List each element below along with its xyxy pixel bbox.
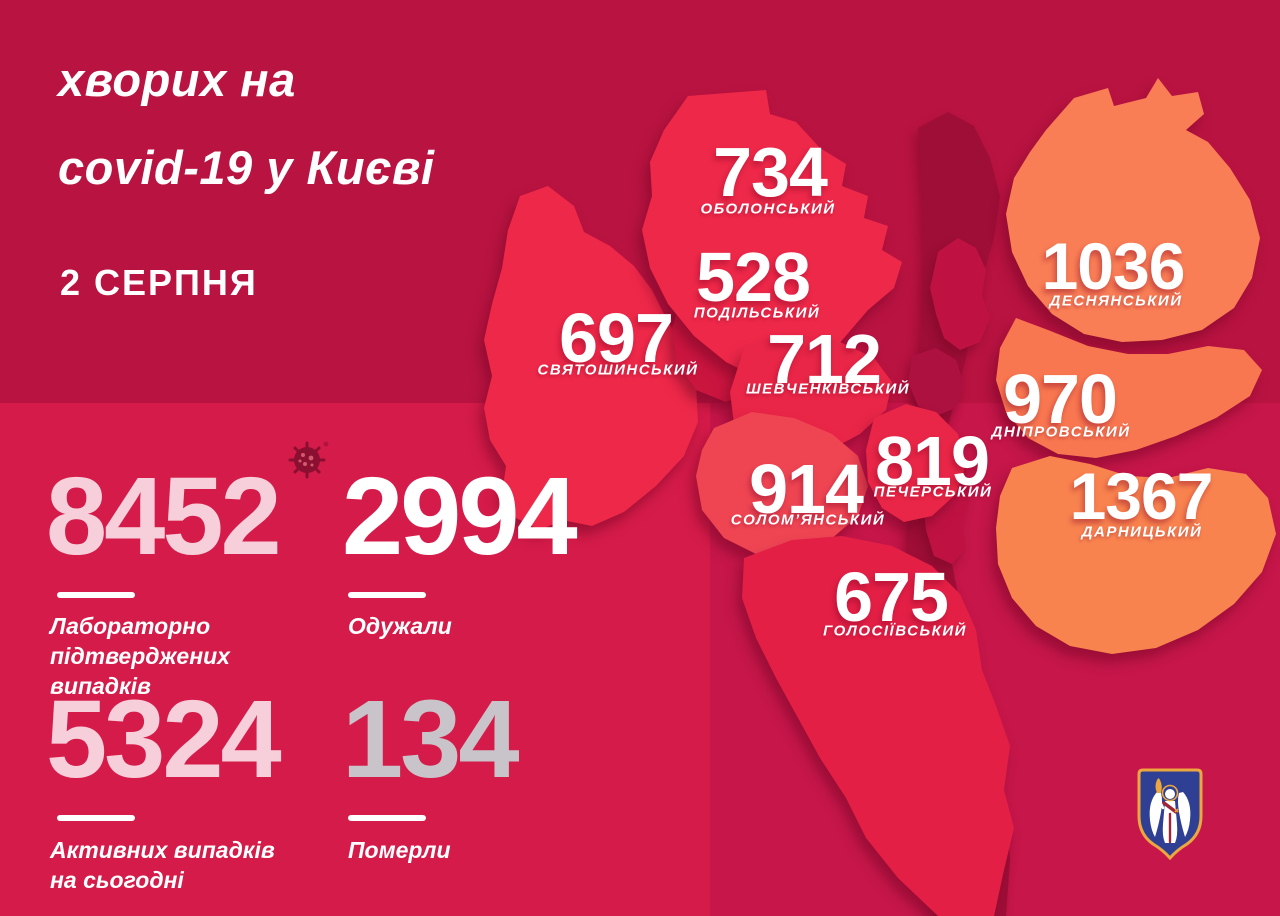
district-holosiivskyi-shape — [742, 536, 1014, 916]
district-obolonskyi-shape — [642, 90, 902, 386]
district-obolonskyi-label: ОБОЛОНСЬКИЙ — [700, 200, 836, 218]
district-svyatoshynskyi-shape — [484, 186, 698, 530]
district-holosiivskyi-count: 675 — [834, 558, 949, 636]
district-dniprovskyi-label: ДНІПРОВСЬКИЙ — [991, 423, 1131, 441]
active-underline — [57, 815, 135, 821]
river-island-shape — [908, 348, 964, 416]
district-podilskyi-count: 528 — [696, 238, 811, 316]
district-dniprovskyi-count: 970 — [1003, 360, 1118, 438]
district-pecherskyi-shape — [866, 404, 966, 522]
district-obolonskyi-count: 734 — [713, 133, 828, 211]
district-holosiivskyi-label: ГОЛОСІЇВСЬКИЙ — [823, 622, 967, 640]
district-pecherskyi-label: ПЕЧЕРСЬКИЙ — [873, 483, 993, 501]
active-cases-label: Активних випадків на сьогодні — [50, 837, 275, 893]
virus-body — [294, 447, 320, 473]
district-darnytskyi-label: ДАРНИЦЬКИЙ — [1081, 523, 1203, 541]
district-pecherskyi-count: 819 — [875, 422, 990, 500]
confirmed-cases-label: Лабораторно підтверджених випадків — [50, 613, 230, 699]
district-darnytskyi-shape — [996, 456, 1276, 654]
virus-dots — [298, 453, 314, 467]
recovered-underline — [348, 592, 426, 598]
confirmed-cases-count: 8452 — [46, 455, 282, 578]
district-solomyanskyi-shape — [696, 412, 868, 554]
district-solomyanskyi-label: СОЛОМ’ЯНСЬКИЙ — [730, 511, 886, 529]
district-dniprovskyi-shape — [996, 318, 1262, 458]
virus-satellite-dot — [323, 441, 329, 447]
report-date: 2 СЕРПНЯ — [60, 262, 258, 303]
river-island-shape — [930, 238, 990, 350]
recovered-label: Одужали — [348, 613, 452, 639]
confirmed-underline — [57, 592, 135, 598]
district-shevchenkivskyi-count: 712 — [767, 320, 882, 398]
virus-spikes — [288, 441, 326, 479]
district-desnyanskyi-shape — [1006, 78, 1260, 342]
district-solomyanskyi-count: 914 — [749, 450, 864, 528]
district-podilskyi-label: ПОДІЛЬСЬКИЙ — [693, 304, 821, 322]
kyiv-coat-of-arms — [1137, 768, 1203, 860]
deaths-underline — [348, 815, 426, 821]
archangel-michael-figure — [1149, 778, 1191, 844]
district-desnyanskyi-count: 1036 — [1041, 229, 1186, 303]
virus-icon — [288, 441, 329, 479]
page-title-line1: хворих на — [58, 53, 296, 106]
recovered-count: 2994 — [342, 455, 578, 578]
district-shevchenkivskyi-label: ШЕВЧЕНКІВСЬКИЙ — [745, 380, 911, 398]
district-svyatoshynskyi-label: СВЯТОШИНСЬКИЙ — [537, 361, 699, 379]
district-darnytskyi-count: 1367 — [1069, 459, 1214, 533]
district-desnyanskyi-label: ДЕСНЯНСЬКИЙ — [1049, 292, 1183, 310]
deaths-label: Померли — [348, 837, 451, 863]
page-title-line2: covid-19 у Києві — [58, 141, 435, 194]
district-svyatoshynskyi-count: 697 — [559, 299, 674, 377]
active-cases-count: 5324 — [46, 678, 282, 801]
deaths-count: 134 — [342, 678, 520, 801]
